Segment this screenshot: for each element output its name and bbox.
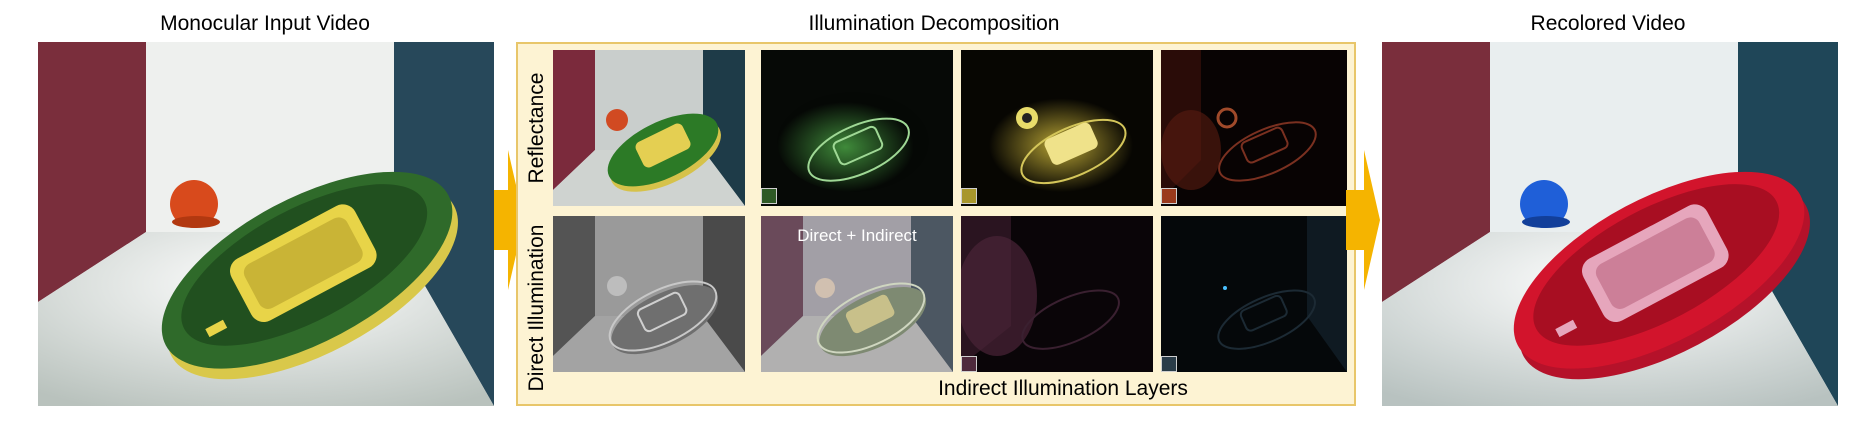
input-video-frame: [38, 42, 494, 406]
magenta-swatch: [961, 356, 977, 372]
input-video-title: Monocular Input Video: [160, 12, 370, 35]
arrow-right-icon: [494, 150, 524, 290]
direct-plus-indirect-label: Direct + Indirect: [797, 226, 917, 245]
reflectance-image: [553, 50, 745, 206]
green-swatch: [761, 188, 777, 204]
direct-illumination-image: [553, 216, 745, 372]
direct-illumination-label: Direct Illumination: [525, 224, 548, 392]
recolored-video-frame: [1382, 42, 1838, 406]
orange-swatch: [1161, 188, 1177, 204]
blue-swatch: [1161, 356, 1177, 372]
reflectance-layer-yellow: [961, 50, 1153, 206]
reflectance-layer-orange: [1161, 50, 1347, 206]
indirect-layers-label: Indirect Illumination Layers: [938, 377, 1188, 400]
decomposition-title: Illumination Decomposition: [808, 12, 1060, 35]
reflectance-label: Reflectance: [525, 72, 548, 184]
indirect-layer-blue: [1161, 216, 1347, 372]
direct-plus-indirect-image: [761, 216, 953, 372]
yellow-swatch: [961, 188, 977, 204]
arrow-right-icon: [1346, 150, 1380, 290]
indirect-layer-magenta: [961, 216, 1153, 372]
reflectance-layer-green: [761, 50, 953, 206]
output-video-title: Recolored Video: [1530, 12, 1686, 35]
